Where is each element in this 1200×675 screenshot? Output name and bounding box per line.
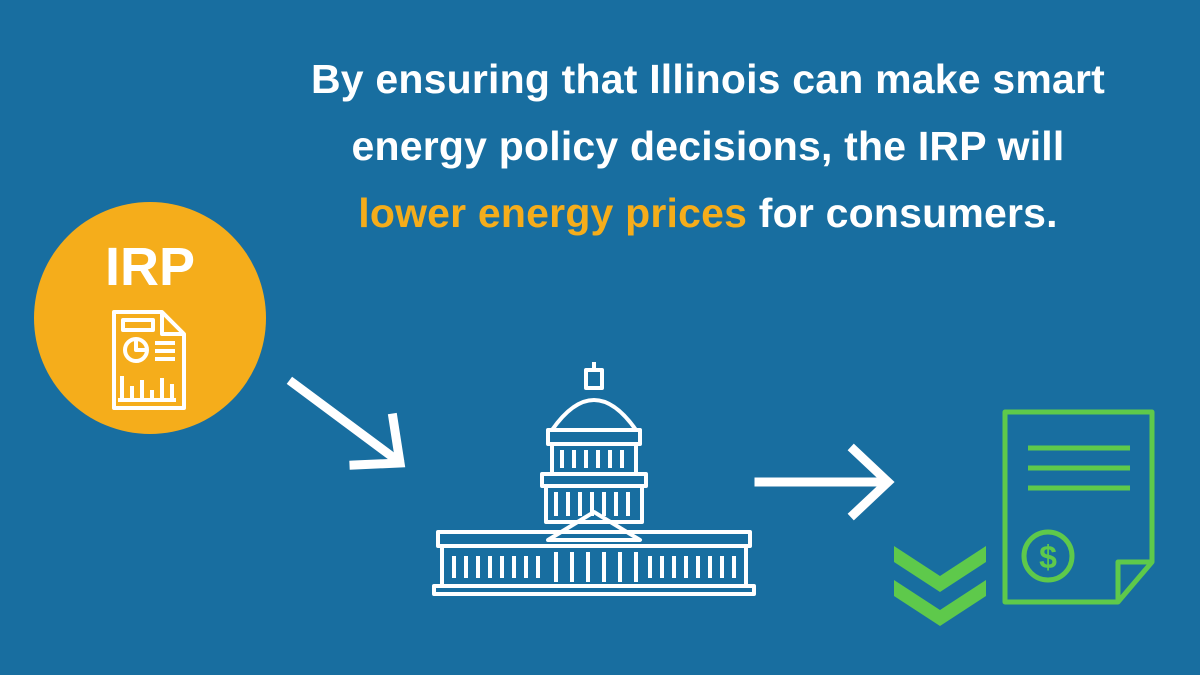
arrow-diagonal: [286, 376, 406, 470]
headline-line: By ensuring that Illinois can make smart: [310, 56, 1106, 102]
headline-line: energy policy decisions, the IRP will: [351, 123, 1065, 169]
dollar-sign: $: [1039, 539, 1057, 575]
arrow-right: [754, 443, 895, 521]
bill-icon: [1002, 409, 1155, 605]
down-chevrons: [894, 546, 986, 626]
headline-tail: for consumers.: [758, 190, 1058, 236]
headline-line: lower energy prices for consumers.: [228, 180, 1188, 247]
capitol-icon: [432, 362, 756, 596]
headline-highlight: lower energy prices: [358, 190, 748, 236]
irp-label: IRP: [105, 237, 195, 297]
headline: By ensuring that Illinois can make smart…: [228, 46, 1188, 247]
report-icon: [112, 310, 186, 410]
